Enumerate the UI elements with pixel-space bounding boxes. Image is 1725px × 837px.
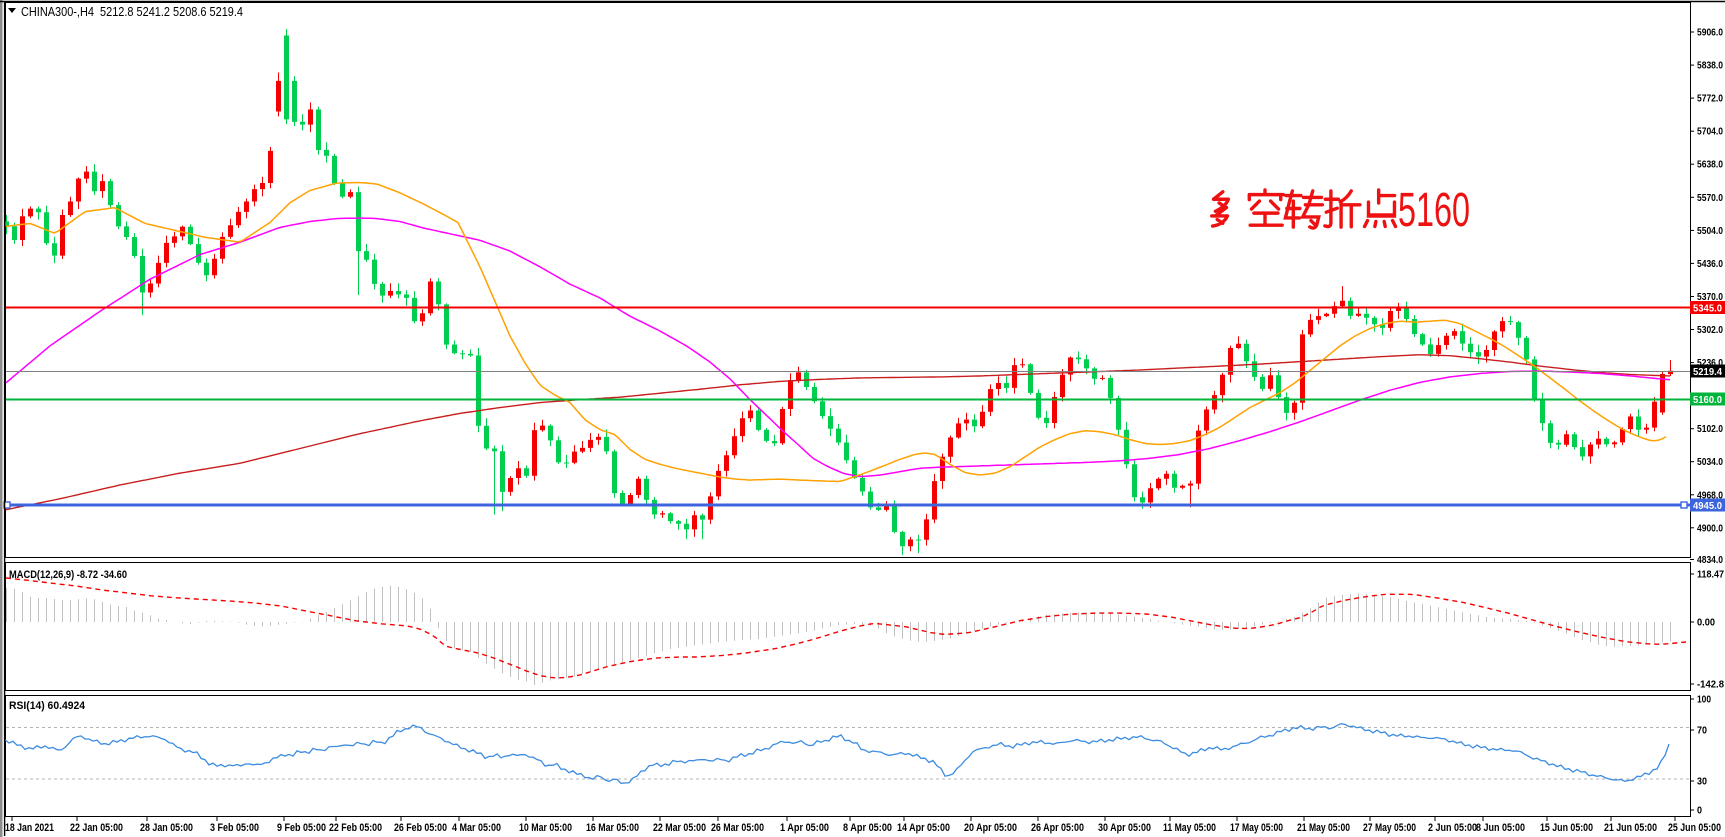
svg-text:30: 30 bbox=[1697, 776, 1707, 788]
svg-text:RSI(14) 60.4924: RSI(14) 60.4924 bbox=[9, 700, 86, 712]
svg-text:27 May 05:00: 27 May 05:00 bbox=[1363, 822, 1416, 834]
svg-text:14 Apr 05:00: 14 Apr 05:00 bbox=[897, 822, 950, 834]
svg-text:5302.0: 5302.0 bbox=[1697, 324, 1723, 336]
svg-text:21 Jun 05:00: 21 Jun 05:00 bbox=[1604, 822, 1657, 834]
svg-text:5504.0: 5504.0 bbox=[1697, 225, 1723, 237]
svg-text:4834.0: 4834.0 bbox=[1697, 554, 1723, 566]
svg-text:4900.0: 4900.0 bbox=[1697, 522, 1723, 534]
svg-text:5102.0: 5102.0 bbox=[1697, 423, 1723, 435]
svg-text:5638.0: 5638.0 bbox=[1697, 159, 1723, 171]
svg-text:5906.0: 5906.0 bbox=[1697, 27, 1723, 39]
svg-text:28 Jan 05:00: 28 Jan 05:00 bbox=[140, 822, 193, 834]
svg-text:2 Jun 05:00: 2 Jun 05:00 bbox=[1428, 822, 1477, 834]
svg-text:0: 0 bbox=[1697, 805, 1702, 817]
svg-text:9 Feb 05:00: 9 Feb 05:00 bbox=[277, 822, 326, 834]
svg-text:22 Jan 05:00: 22 Jan 05:00 bbox=[70, 822, 123, 834]
svg-text:10 Mar 05:00: 10 Mar 05:00 bbox=[519, 822, 572, 834]
svg-text:11 May 05:00: 11 May 05:00 bbox=[1163, 822, 1216, 834]
svg-text:5345.0: 5345.0 bbox=[1693, 302, 1722, 314]
svg-text:16 Mar 05:00: 16 Mar 05:00 bbox=[586, 822, 639, 834]
svg-text:CHINA300-,H4 5212.8 5241.2 52: CHINA300-,H4 5212.8 5241.2 5208.6 5219.4 bbox=[21, 5, 243, 19]
svg-text:26 Apr 05:00: 26 Apr 05:00 bbox=[1031, 822, 1084, 834]
svg-text:8 Apr 05:00: 8 Apr 05:00 bbox=[843, 822, 892, 834]
svg-text:5436.0: 5436.0 bbox=[1697, 258, 1723, 270]
svg-text:5160.0: 5160.0 bbox=[1693, 394, 1722, 406]
svg-text:8 Jun 05:00: 8 Jun 05:00 bbox=[1476, 822, 1525, 834]
svg-text:1 Apr 05:00: 1 Apr 05:00 bbox=[780, 822, 829, 834]
svg-text:25 Jun 05:00: 25 Jun 05:00 bbox=[1668, 822, 1721, 834]
svg-text:100: 100 bbox=[1697, 694, 1711, 706]
svg-text:5838.0: 5838.0 bbox=[1697, 60, 1723, 72]
svg-text:0.00: 0.00 bbox=[1697, 617, 1715, 629]
svg-text:5219.4: 5219.4 bbox=[1693, 366, 1722, 378]
svg-text:26 Mar 05:00: 26 Mar 05:00 bbox=[711, 822, 764, 834]
svg-text:118.47: 118.47 bbox=[1697, 569, 1724, 581]
svg-text:4945.0: 4945.0 bbox=[1693, 500, 1722, 512]
svg-text:-142.8: -142.8 bbox=[1697, 679, 1724, 691]
svg-text:15 Jun 05:00: 15 Jun 05:00 bbox=[1540, 822, 1593, 834]
svg-text:22 Feb 05:00: 22 Feb 05:00 bbox=[329, 822, 382, 834]
svg-text:4968.0: 4968.0 bbox=[1697, 489, 1723, 501]
svg-text:18 Jan 2021: 18 Jan 2021 bbox=[5, 822, 54, 834]
svg-text:5772.0: 5772.0 bbox=[1697, 93, 1723, 105]
svg-text:5034.0: 5034.0 bbox=[1697, 456, 1723, 468]
svg-text:3 Feb 05:00: 3 Feb 05:00 bbox=[210, 822, 259, 834]
svg-text:30 Apr 05:00: 30 Apr 05:00 bbox=[1098, 822, 1151, 834]
svg-text:26 Feb 05:00: 26 Feb 05:00 bbox=[394, 822, 447, 834]
svg-text:5160: 5160 bbox=[1398, 184, 1470, 237]
svg-text:22 Mar 05:00: 22 Mar 05:00 bbox=[653, 822, 706, 834]
svg-text:20 Apr 05:00: 20 Apr 05:00 bbox=[964, 822, 1017, 834]
svg-text:5370.0: 5370.0 bbox=[1697, 291, 1723, 303]
svg-text:21 May 05:00: 21 May 05:00 bbox=[1297, 822, 1350, 834]
svg-text:5570.0: 5570.0 bbox=[1697, 192, 1723, 204]
svg-text:4 Mar 05:00: 4 Mar 05:00 bbox=[452, 822, 501, 834]
svg-text:70: 70 bbox=[1697, 725, 1707, 737]
svg-text:5704.0: 5704.0 bbox=[1697, 126, 1723, 138]
svg-text:17 May 05:00: 17 May 05:00 bbox=[1230, 822, 1283, 834]
svg-text:MACD(12,26,9) -8.72 -34.60: MACD(12,26,9) -8.72 -34.60 bbox=[9, 569, 127, 581]
